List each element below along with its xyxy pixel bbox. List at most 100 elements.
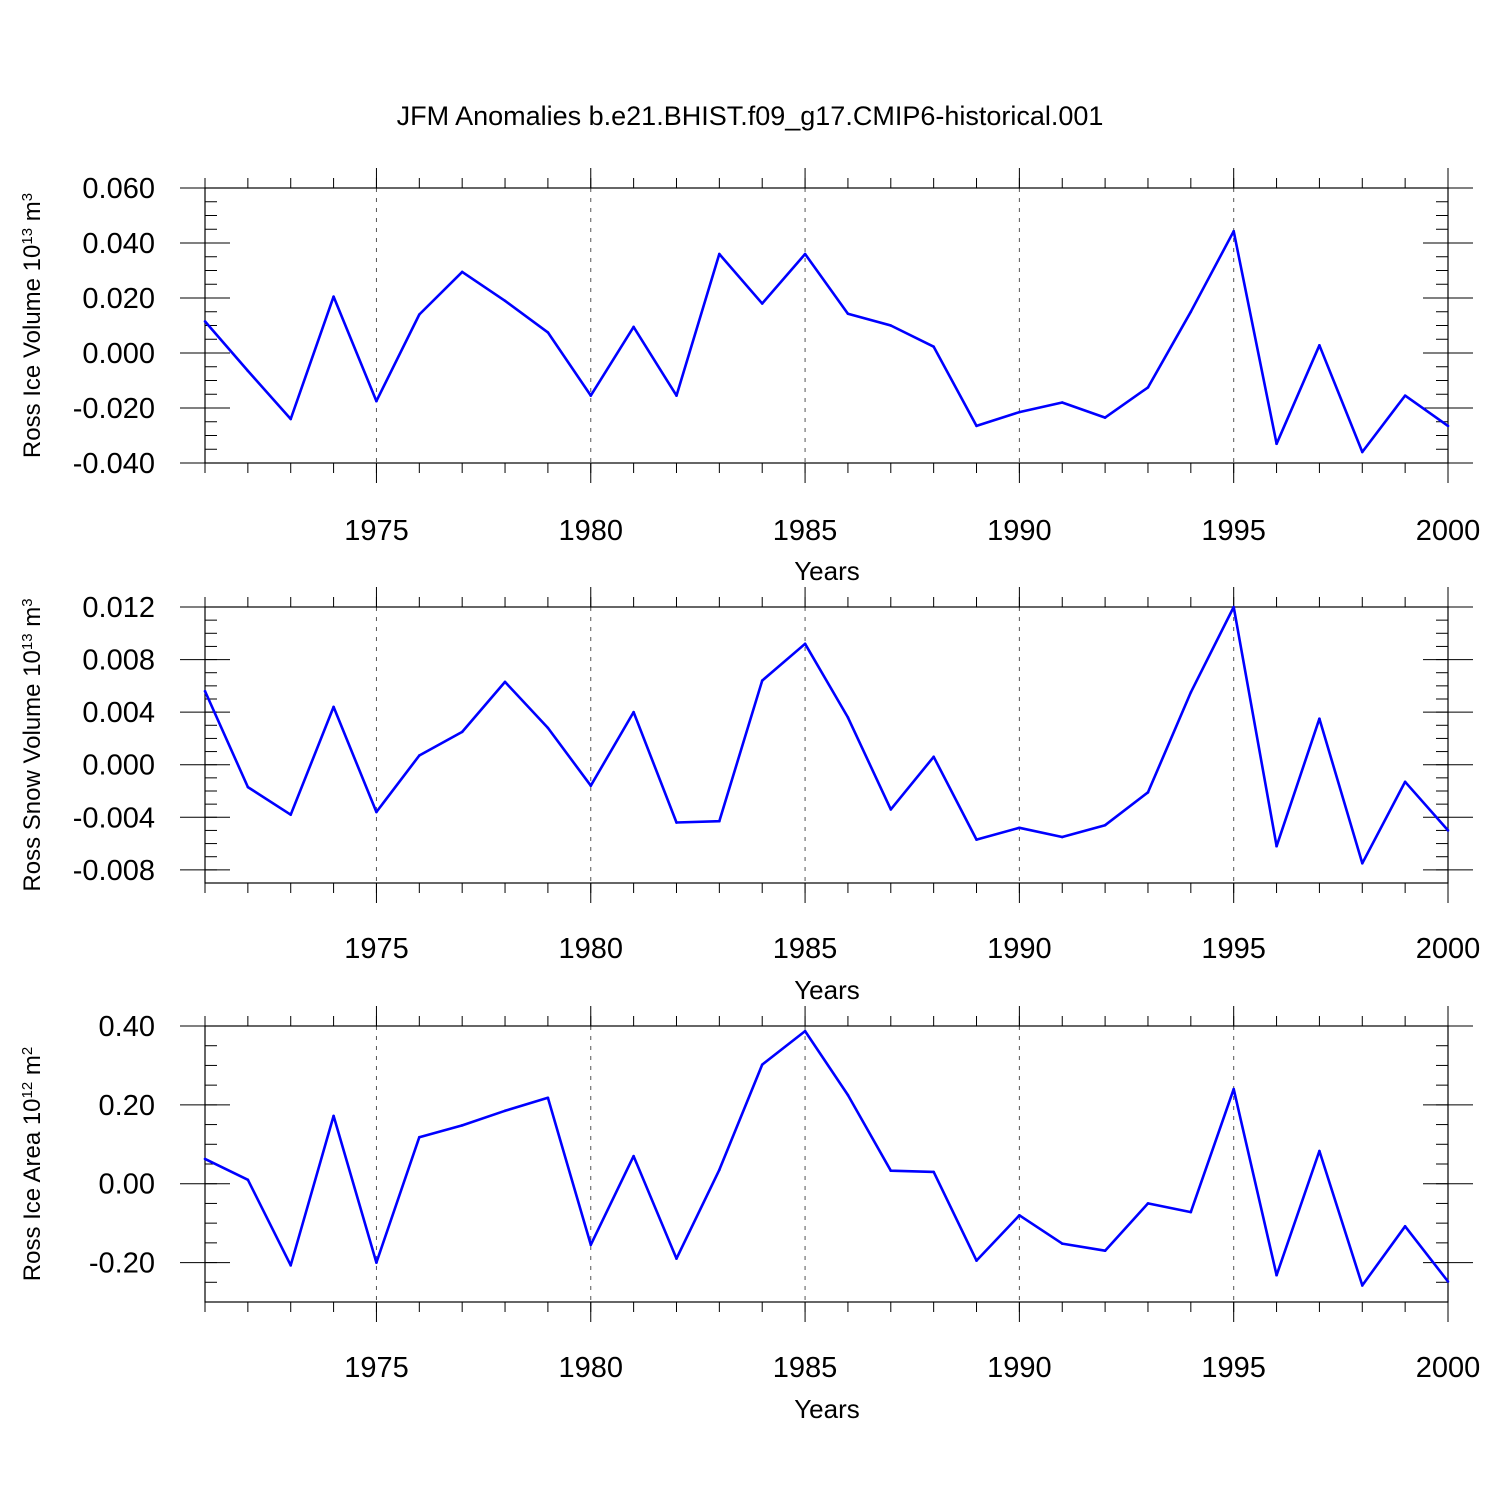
data-point <box>803 252 807 256</box>
data-point <box>675 1257 678 1260</box>
x-tick-label: 1975 <box>344 933 409 965</box>
data-point <box>760 679 764 682</box>
data-point <box>803 1029 807 1033</box>
y-tick-label: 0.040 <box>82 228 155 260</box>
y-tick-label: 0.40 <box>99 1011 155 1043</box>
data-point <box>1360 1284 1364 1287</box>
chart-panel-1: -0.040 -0.020 0.000 0.020 0.040 0.060 1975 1980… <box>19 168 1481 586</box>
data-point <box>1360 861 1364 865</box>
data-point <box>846 1093 850 1097</box>
y-axis-label: Ross Ice Volume 1013 m3 <box>19 193 47 458</box>
data-point <box>1060 1242 1064 1245</box>
series-line <box>204 229 1449 454</box>
data-point <box>1403 780 1407 784</box>
data-point <box>1146 791 1150 794</box>
data-point <box>289 417 293 421</box>
x-tick-label: 1980 <box>559 1352 624 1384</box>
data-point <box>1189 691 1193 694</box>
data-point <box>1018 410 1021 414</box>
data-point <box>760 302 764 305</box>
data-point <box>932 345 935 348</box>
data-point <box>932 1170 935 1174</box>
data-point <box>1232 605 1235 609</box>
data-point <box>1189 1210 1193 1214</box>
x-tick-label: 1975 <box>344 515 409 547</box>
data-point <box>889 808 893 811</box>
data-point <box>975 838 978 841</box>
data-point <box>632 325 635 329</box>
data-point <box>932 755 935 759</box>
y-tick-label: 0.000 <box>82 750 155 782</box>
data-point <box>1146 386 1150 389</box>
x-tick-label: 2000 <box>1416 515 1481 547</box>
y-tick-label: 0.004 <box>82 697 155 729</box>
data-point <box>1318 717 1321 721</box>
data-point <box>975 1259 978 1262</box>
data-point <box>418 754 421 757</box>
data-point <box>1232 1087 1235 1091</box>
data-point <box>289 813 293 816</box>
data-point <box>203 320 207 323</box>
x-tick-label: 1990 <box>987 515 1052 547</box>
data-point <box>1318 1149 1321 1153</box>
x-tick-label: 1985 <box>773 1352 838 1384</box>
data-point <box>289 1264 293 1267</box>
data-point <box>803 642 807 646</box>
data-point <box>889 1169 893 1173</box>
data-point <box>375 399 378 403</box>
data-point <box>460 270 464 274</box>
data-point <box>332 1114 335 1118</box>
data-point <box>1189 310 1193 314</box>
data-point <box>1446 829 1450 832</box>
data-point <box>718 1168 721 1172</box>
y-tick-label: 0.000 <box>82 338 155 370</box>
data-point <box>503 299 507 303</box>
data-point <box>589 394 593 397</box>
data-point <box>1275 442 1278 446</box>
y-tick-label: 0.012 <box>82 592 155 624</box>
x-tick-label: 1995 <box>1201 515 1266 547</box>
data-point <box>203 689 207 693</box>
data-point <box>1318 344 1321 347</box>
data-point <box>418 1135 421 1139</box>
data-point <box>589 784 593 788</box>
x-tick-label: 1990 <box>987 1352 1052 1384</box>
x-tick-label: 1975 <box>344 1352 409 1384</box>
y-tick-label: 0.060 <box>82 173 155 205</box>
x-tick-label: 1995 <box>1201 1352 1266 1384</box>
data-point <box>846 312 850 315</box>
x-tick-label: 2000 <box>1416 1352 1481 1384</box>
data-point <box>975 424 978 428</box>
data-point <box>1103 823 1107 827</box>
plot-frame <box>204 606 1449 884</box>
series-line <box>204 1029 1450 1287</box>
data-point <box>1060 401 1064 404</box>
data-point <box>546 726 550 730</box>
data-point <box>546 331 550 334</box>
data-point <box>546 1096 550 1100</box>
data-point <box>1403 394 1407 397</box>
y-axis-label: Ross Snow Volume 1013 m3 <box>19 598 47 891</box>
y-tick-label: -0.20 <box>89 1248 155 1280</box>
y-tick-label: 0.00 <box>99 1169 155 1201</box>
figure-title: JFM Anomalies b.e21.BHIST.f09_g17.CMIP6-… <box>397 101 1104 131</box>
data-point <box>718 252 721 256</box>
plot-frame <box>204 187 1449 464</box>
x-tick-label: 1985 <box>773 515 838 547</box>
data-point <box>1018 826 1021 830</box>
y-tick-label: -0.040 <box>73 448 155 480</box>
data-point <box>889 324 893 327</box>
data-point <box>1103 1249 1107 1253</box>
data-point <box>1360 450 1364 454</box>
y-tick-label: 0.020 <box>82 283 155 315</box>
x-tick-label: 1995 <box>1201 933 1266 965</box>
data-point <box>1146 1202 1150 1205</box>
y-tick-label: 0.20 <box>99 1090 155 1122</box>
series-line <box>203 605 1449 865</box>
data-point <box>246 785 250 789</box>
x-axis-label: Years <box>794 1394 860 1424</box>
y-axis-label: Ross Ice Area 1012 m2 <box>19 1047 47 1281</box>
x-axis-label: Years <box>794 975 860 1005</box>
data-point <box>460 1124 464 1127</box>
